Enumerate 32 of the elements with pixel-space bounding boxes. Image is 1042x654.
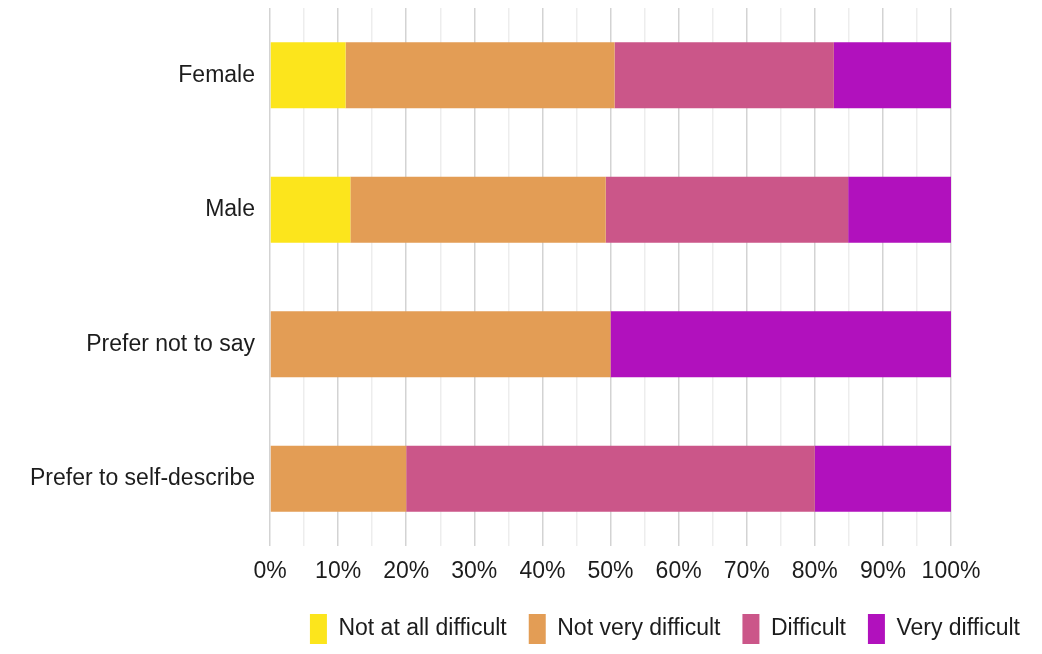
x-tick-label: 90% — [859, 557, 906, 584]
legend-label: Not at all difficult — [338, 614, 508, 641]
bar — [610, 311, 951, 378]
y-tick-label: Prefer to self-describe — [30, 464, 255, 491]
x-tick-label: 20% — [383, 557, 430, 584]
x-tick-label: 70% — [723, 557, 770, 584]
y-tick-label: Prefer not to say — [86, 329, 256, 356]
bar — [270, 42, 346, 109]
bar — [270, 445, 407, 512]
x-tick-label: 80% — [791, 557, 838, 584]
y-tick-label: Male — [205, 195, 255, 222]
x-tick-label: 40% — [519, 557, 566, 584]
x-tick-label: 60% — [655, 557, 702, 584]
bar — [814, 445, 951, 512]
bar — [270, 311, 611, 378]
bar — [833, 42, 951, 109]
x-tick-label: 100% — [921, 557, 981, 584]
legend-label: Difficult — [770, 614, 847, 641]
bar — [605, 176, 849, 243]
y-tick-label: Female — [178, 60, 255, 87]
bar — [345, 42, 615, 109]
bar — [406, 445, 815, 512]
legend-label: Very difficult — [896, 614, 1021, 641]
x-tick-label: 10% — [315, 557, 362, 584]
bar — [614, 42, 834, 109]
bar — [270, 176, 351, 243]
x-tick-label: 0% — [253, 557, 287, 584]
x-tick-label: 50% — [587, 557, 634, 584]
bar — [848, 176, 951, 243]
bar — [350, 176, 606, 243]
legend-label: Not very difficult — [557, 614, 722, 641]
x-tick-label: 30% — [451, 557, 498, 584]
